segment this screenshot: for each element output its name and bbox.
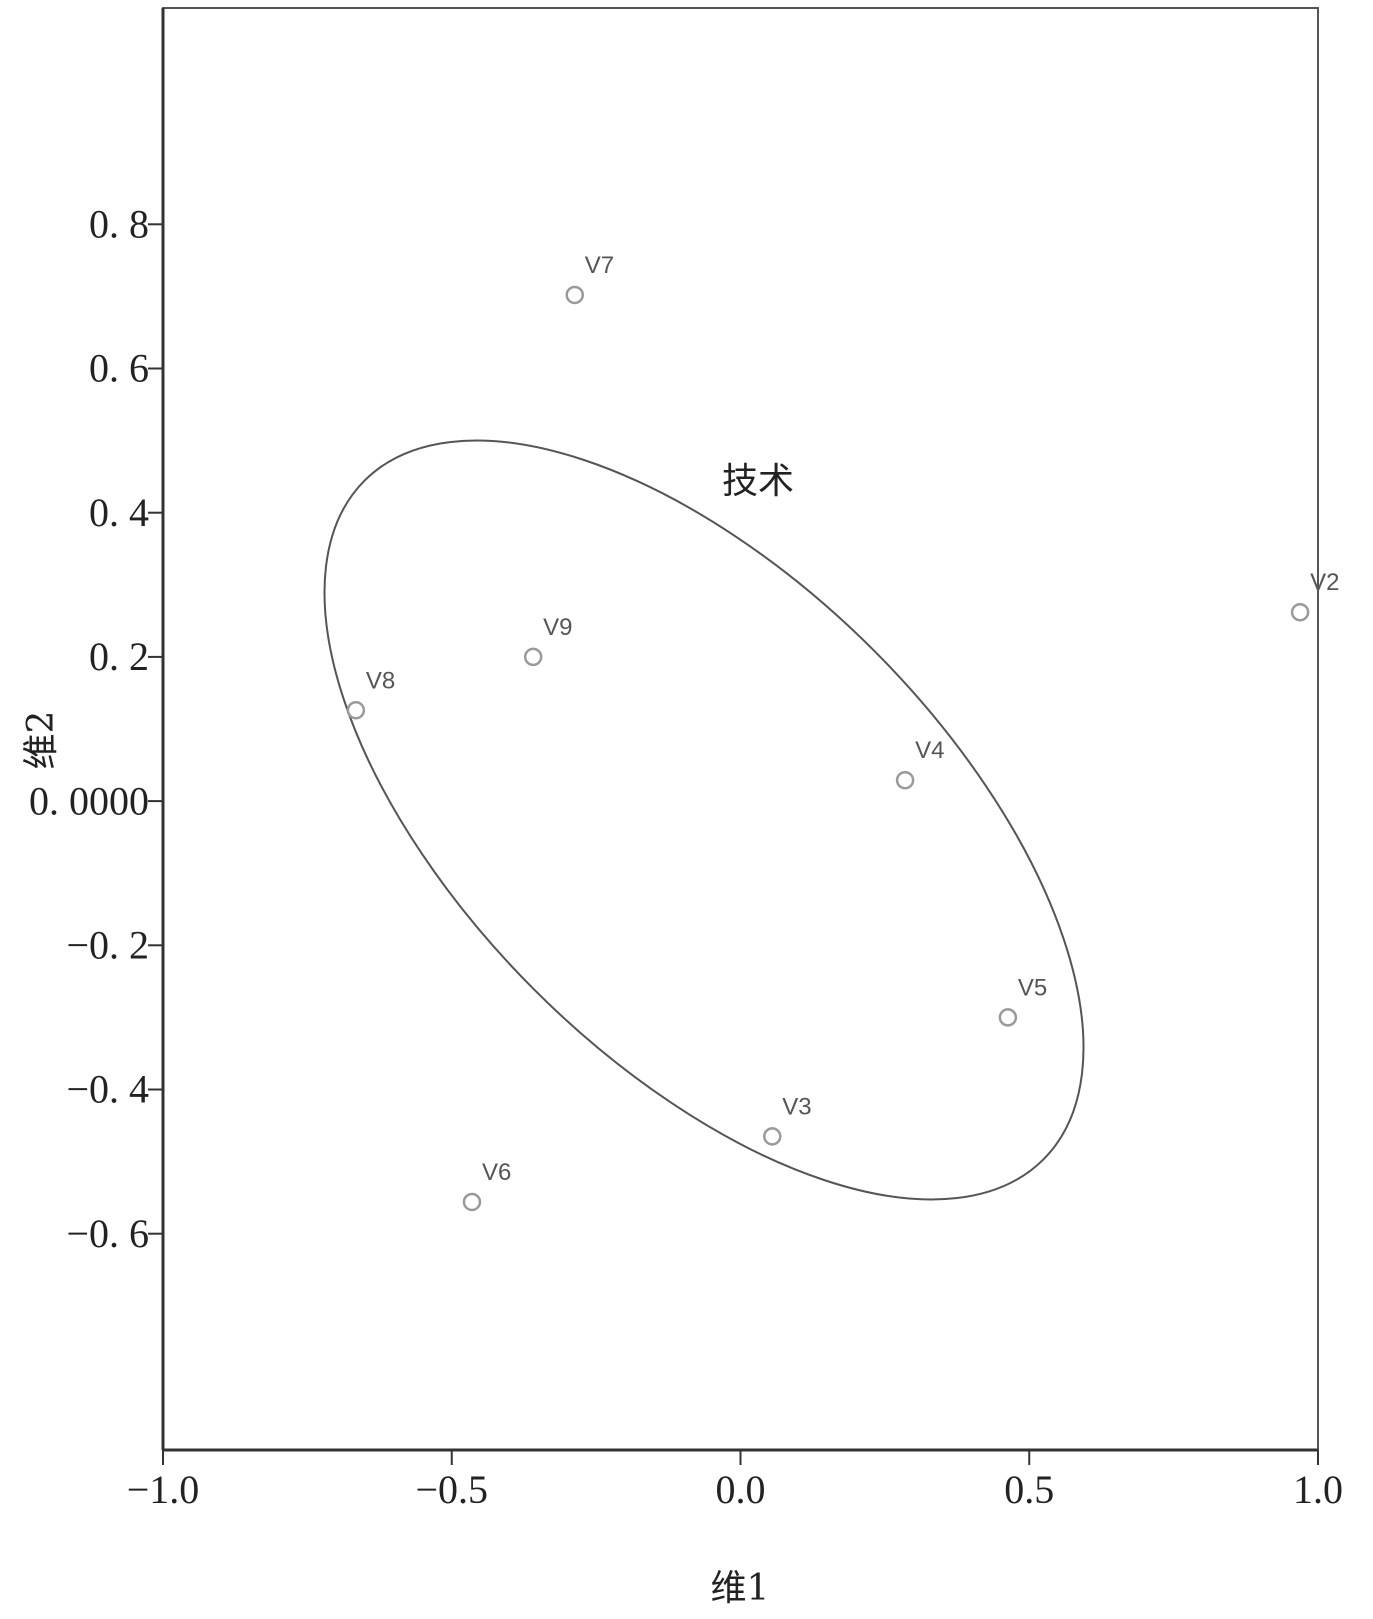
x-tick-label: 1.0	[1293, 1467, 1343, 1512]
x-tick-label: −1.0	[127, 1467, 200, 1512]
y-tick-label: 0. 4	[89, 490, 149, 535]
y-tick-label: 0. 6	[89, 346, 149, 391]
point-label: V4	[915, 737, 944, 764]
x-tick-label: 0.0	[716, 1467, 766, 1512]
y-tick-label: −0. 4	[66, 1067, 149, 1112]
point-label: V6	[482, 1159, 511, 1186]
point	[763, 1127, 782, 1146]
y-tick-label: 0. 8	[89, 201, 149, 246]
annotation: 技术	[722, 461, 794, 502]
point-label: V9	[543, 614, 572, 641]
y-tick-label: 0. 2	[89, 634, 149, 679]
point-label: V3	[782, 1093, 811, 1120]
x-tick-label: −0.5	[415, 1467, 488, 1512]
y-tick-label: 0. 0000	[29, 778, 149, 823]
point-label: V5	[1018, 974, 1047, 1001]
point	[462, 1192, 482, 1212]
point	[895, 770, 915, 790]
y-tick-label: −0. 6	[66, 1211, 149, 1256]
point	[998, 1008, 1018, 1027]
x-tick-label: 0.5	[1004, 1467, 1054, 1512]
y-tick-label: −0. 2	[66, 922, 149, 967]
cluster-outline	[323, 439, 1085, 1201]
y-axis-label: 维2	[21, 711, 62, 770]
point	[523, 647, 543, 667]
point	[565, 285, 585, 305]
point	[346, 701, 366, 720]
x-axis-label: 维1	[711, 1568, 770, 1609]
point	[1290, 602, 1310, 622]
plot-frame	[162, 7, 1319, 1451]
point-label: V8	[366, 667, 395, 694]
point-label: V2	[1310, 569, 1339, 596]
point-label: V7	[585, 252, 614, 279]
